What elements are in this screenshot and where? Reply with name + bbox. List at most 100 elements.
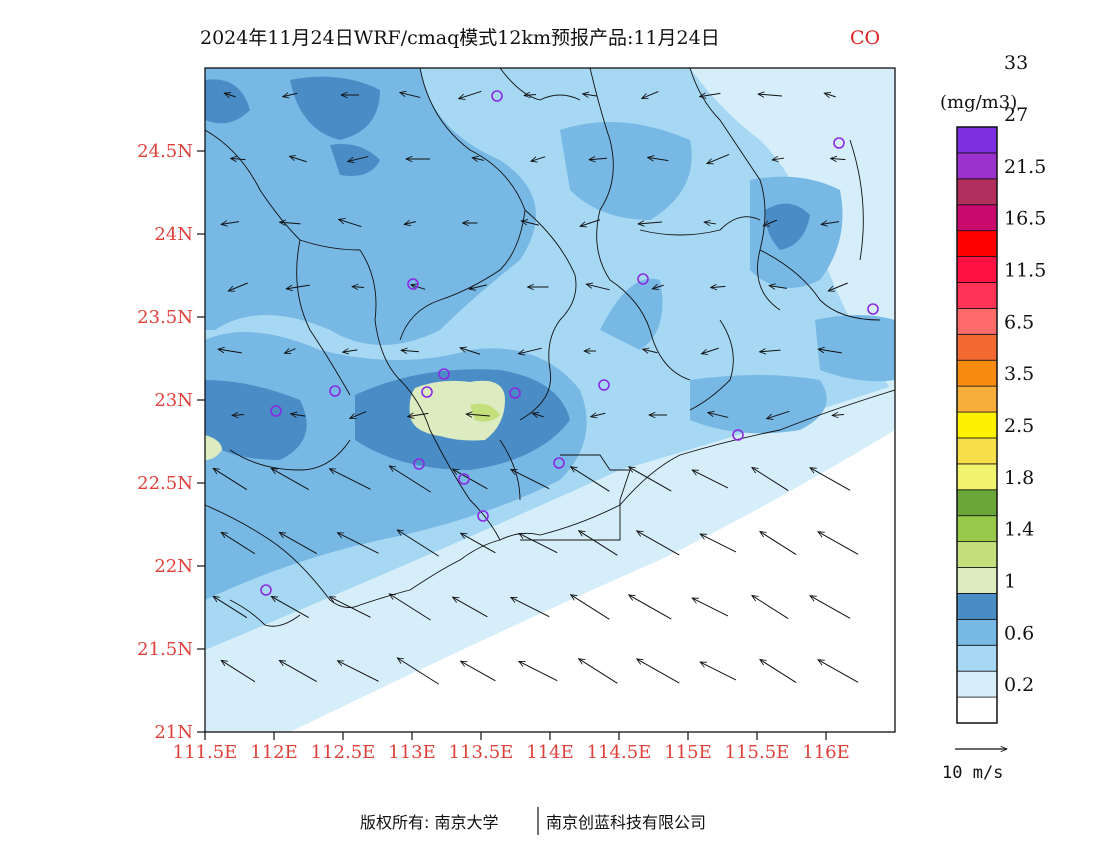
wind-arrow-icon bbox=[704, 222, 717, 224]
wind-arrow-icon bbox=[329, 469, 371, 490]
lon-tick-label: 112.5E bbox=[311, 742, 376, 763]
colorbar-swatch bbox=[956, 152, 998, 180]
lon-tick-label: 114.5E bbox=[587, 742, 652, 763]
wind-arrow-icon bbox=[329, 597, 371, 618]
colorbar-swatch bbox=[956, 411, 998, 439]
wind-arrow-icon bbox=[519, 533, 558, 554]
wind-arrow-icon bbox=[524, 95, 537, 96]
lon-tick-label: 113E bbox=[388, 742, 436, 763]
colorbar-label: 11.5 bbox=[1004, 260, 1046, 282]
wind-arrow-icon bbox=[763, 219, 778, 226]
station-circle-icon bbox=[413, 458, 425, 470]
colorbar-swatch bbox=[956, 385, 998, 413]
lon-tick-label: 113.5E bbox=[449, 742, 514, 763]
wind-reference: 10 m/s bbox=[942, 749, 1007, 783]
wind-arrow-icon bbox=[221, 660, 256, 683]
wind-arrow-icon bbox=[511, 597, 550, 618]
wind-arrow-icon bbox=[279, 532, 317, 555]
wind-arrow-icon bbox=[350, 411, 367, 419]
colorbar-label: 1 bbox=[1004, 570, 1016, 592]
lon-tick-label: 115E bbox=[664, 742, 712, 763]
station-circle-icon bbox=[438, 368, 450, 380]
station-circle-icon bbox=[833, 137, 845, 149]
lat-tick-label: 22.5N bbox=[137, 473, 193, 494]
station-circle-icon bbox=[458, 473, 470, 485]
colorbar-swatch bbox=[956, 282, 998, 309]
colorbar-swatch bbox=[956, 515, 998, 543]
station-circle-icon bbox=[867, 303, 879, 315]
station-circle-icon bbox=[637, 273, 649, 285]
wind-arrow-icon bbox=[231, 158, 246, 159]
wind-arrow-icon bbox=[818, 532, 859, 555]
wind-arrow-icon bbox=[701, 347, 719, 354]
station-circle-icon bbox=[270, 405, 282, 417]
colorbar-swatch bbox=[956, 670, 998, 698]
wind-arrow-icon bbox=[348, 156, 369, 162]
wind-arrow-icon bbox=[218, 349, 242, 354]
wind-arrow-icon bbox=[642, 91, 659, 99]
lon-tick-label: 116E bbox=[802, 742, 850, 763]
colorbar-label: 16.5 bbox=[1004, 208, 1046, 230]
wind-arrow-icon bbox=[589, 158, 608, 159]
lon-tick-label: 111.5E bbox=[173, 742, 238, 763]
wind-arrow-icon bbox=[213, 468, 248, 491]
lat-tick-label: 22N bbox=[154, 556, 193, 577]
wind-arrow-icon bbox=[404, 222, 416, 225]
wind-arrow-icon bbox=[397, 530, 439, 557]
wind-arrow-icon bbox=[752, 595, 789, 619]
wind-arrow-icon bbox=[652, 285, 664, 289]
wind-arrow-icon bbox=[337, 533, 379, 554]
colorbar-swatch bbox=[956, 593, 998, 620]
station-circle-icon bbox=[260, 584, 272, 596]
wind-arrow-icon bbox=[511, 469, 550, 490]
wind-arrow-icon bbox=[637, 659, 680, 684]
wind-arrow-icon bbox=[519, 661, 558, 682]
colorbar-swatch bbox=[956, 696, 998, 724]
station-circle-icon bbox=[732, 429, 744, 441]
lat-tick-label: 23N bbox=[154, 390, 193, 411]
colorbar-swatch bbox=[956, 256, 998, 283]
colorbar: (mg/m3) 0.2 0.6 1 1.4 1.8 2.5 3.5 6.5 11.5 16.5 21… bbox=[940, 52, 1046, 724]
wind-arrow-icon bbox=[221, 222, 239, 225]
wind-arrow-icon bbox=[408, 413, 429, 416]
wind-arrow-icon bbox=[579, 659, 618, 684]
colorbar-swatch bbox=[956, 463, 998, 491]
wind-arrow-icon bbox=[461, 661, 496, 682]
colorbar-frame bbox=[956, 126, 998, 724]
wind-arrow-icon bbox=[224, 93, 236, 97]
wind-arrow-icon bbox=[591, 413, 606, 417]
wind-reference-label: 10 m/s bbox=[942, 763, 1003, 783]
wind-arrow-icon bbox=[821, 222, 839, 225]
wind-arrow-icon bbox=[221, 532, 256, 555]
wind-arrow-icon bbox=[832, 415, 845, 416]
wind-arrow-icon bbox=[291, 414, 306, 416]
colorbar-swatch bbox=[956, 126, 998, 154]
colorbar-swatch bbox=[956, 541, 998, 568]
wind-arrow-icon bbox=[583, 94, 598, 96]
colorbar-swatch bbox=[956, 307, 998, 335]
wind-arrow-icon bbox=[692, 598, 729, 617]
wind-arrow-icon bbox=[571, 467, 610, 492]
lon-tick-label: 112E bbox=[250, 742, 298, 763]
wind-arrow-icon bbox=[810, 596, 851, 619]
wind-arrow-icon bbox=[629, 467, 672, 492]
colorbar-swatch bbox=[956, 333, 998, 361]
wind-arrow-icon bbox=[700, 93, 721, 96]
station-markers bbox=[260, 90, 879, 596]
wind-arrow-icon bbox=[810, 468, 851, 491]
wind-arrow-icon bbox=[700, 534, 737, 553]
wind-arrow-icon bbox=[286, 284, 310, 289]
colorbar-label: 2.5 bbox=[1004, 415, 1034, 437]
lat-tick-label: 24N bbox=[154, 224, 193, 245]
wind-arrow-icon bbox=[531, 156, 546, 162]
wind-arrow-icon bbox=[400, 93, 421, 98]
colorbar-swatch bbox=[956, 204, 998, 232]
wind-arrow-icon bbox=[532, 413, 544, 417]
wind-arrow-icon bbox=[283, 93, 298, 97]
colorbar-swatch bbox=[956, 618, 998, 646]
colorbar-swatch bbox=[956, 567, 998, 594]
wind-arrow-icon bbox=[460, 348, 481, 355]
colorbar-label: 1.8 bbox=[1004, 467, 1034, 489]
wind-arrow-icon bbox=[571, 595, 610, 620]
lat-tick-label: 21N bbox=[154, 722, 193, 743]
